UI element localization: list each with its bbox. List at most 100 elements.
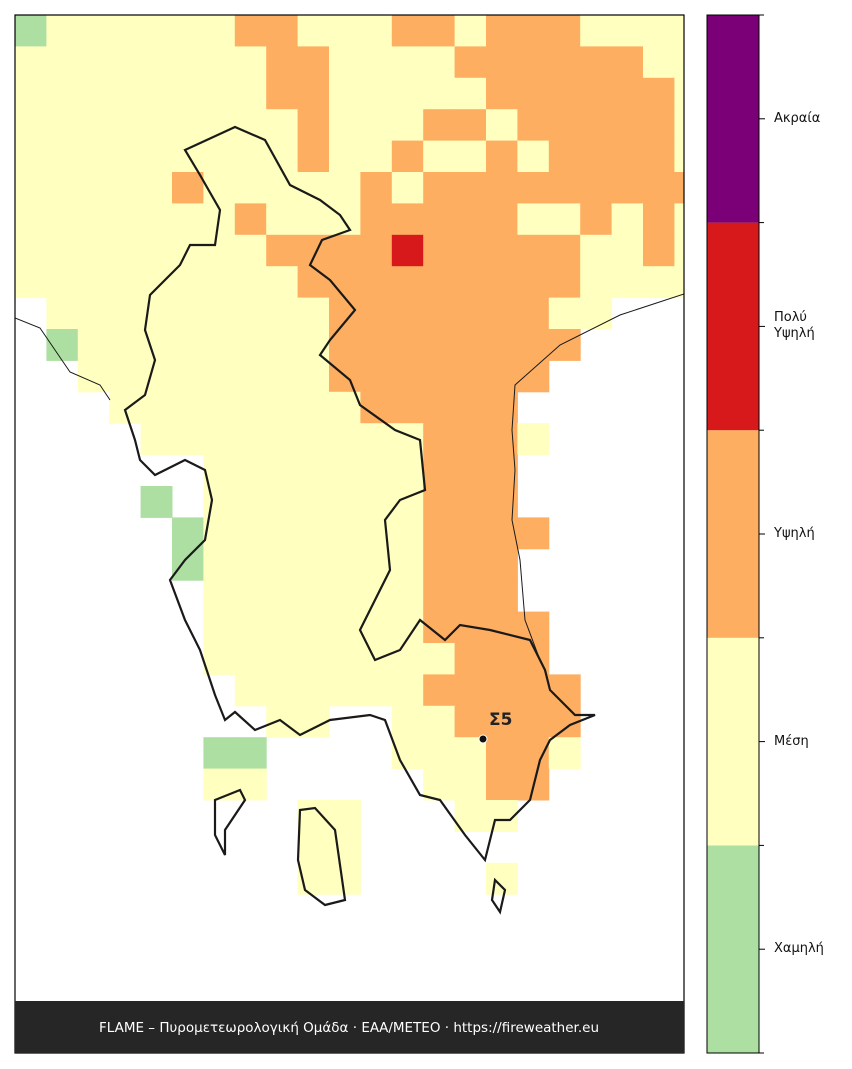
grid-cell (234, 360, 267, 393)
grid-cell (266, 423, 299, 456)
grid-cell (517, 266, 550, 299)
grid-cell (486, 15, 518, 47)
grid-cell (517, 140, 550, 173)
grid-cell (297, 140, 330, 173)
grid-cell (611, 266, 644, 299)
grid-cell (423, 46, 456, 79)
grid-cell (109, 266, 142, 299)
grid-cell (423, 109, 456, 142)
grid-cell (109, 360, 142, 393)
grid-cell (77, 140, 110, 173)
grid-cell (297, 172, 330, 204)
grid-cell (329, 109, 361, 142)
grid-cell (109, 140, 142, 173)
grid-cell (140, 486, 173, 518)
grid-cell (234, 140, 267, 173)
grid-cell (266, 329, 299, 361)
grid-cell (266, 391, 299, 424)
grid-cell (391, 548, 424, 581)
grid-cell (454, 705, 487, 738)
grid-cell (548, 329, 581, 361)
grid-cell (423, 77, 456, 110)
grid-cell (423, 486, 456, 518)
grid-cell (172, 203, 204, 236)
legend-label: Μέση (774, 733, 809, 749)
grid-cell (15, 203, 47, 236)
grid-cell (643, 172, 675, 204)
grid-cell (423, 548, 456, 581)
grid-cell (329, 172, 361, 204)
grid-cell (548, 15, 581, 47)
grid-cell (423, 674, 456, 707)
grid-cell (360, 360, 393, 393)
grid-cell (172, 266, 204, 299)
grid-cell (15, 77, 47, 110)
grid-cell (486, 266, 518, 299)
grid-cell (391, 172, 424, 204)
grid-cell (486, 297, 518, 330)
grid-cell (297, 77, 330, 110)
grid-cell (77, 360, 110, 393)
grid-cell (77, 15, 110, 47)
grid-cell (109, 15, 142, 47)
grid-cell (643, 140, 675, 173)
grid-cell (77, 109, 110, 142)
grid-cell (517, 329, 550, 361)
grid-cell (517, 517, 550, 550)
grid-cell (391, 203, 424, 236)
grid-cell (203, 109, 236, 142)
grid-cell (391, 46, 424, 79)
grid-cell (234, 266, 267, 299)
grid-cell (266, 46, 299, 79)
grid-cell (674, 266, 684, 299)
grid-cell (234, 674, 267, 707)
grid-cell (46, 15, 79, 47)
grid-cell (611, 109, 644, 142)
grid-cell (234, 391, 267, 424)
grid-cell (172, 391, 204, 424)
grid-cell (329, 580, 361, 613)
grid-cell (172, 329, 204, 361)
grid-cell (203, 46, 236, 79)
grid-cell (140, 203, 173, 236)
grid-cell (203, 611, 236, 644)
grid-cell (266, 486, 299, 518)
grid-cell (297, 15, 330, 47)
grid-cell (234, 234, 267, 267)
grid-cell (234, 548, 267, 581)
grid-cell (329, 46, 361, 79)
grid-cell (140, 109, 173, 142)
grid-cell (234, 423, 267, 456)
grid-cell (234, 737, 267, 770)
grid-cell (234, 172, 267, 204)
grid-cell (297, 46, 330, 79)
grid-cell (297, 391, 330, 424)
grid-cell (266, 611, 299, 644)
grid-cell (140, 391, 173, 424)
grid-cell (423, 329, 456, 361)
grid-cell (109, 329, 142, 361)
grid-cell (297, 611, 330, 644)
grid-cell (266, 203, 299, 236)
grid-cell (77, 234, 110, 267)
grid-cell (109, 109, 142, 142)
colorbar-segment (707, 222, 759, 431)
grid-cell (391, 360, 424, 393)
grid-cell (203, 768, 236, 801)
grid-cell (297, 831, 330, 864)
grid-cell (674, 234, 684, 267)
grid-cell (486, 768, 518, 801)
grid-cell (486, 548, 518, 581)
grid-cell (423, 172, 456, 204)
grid-cell (611, 203, 644, 236)
grid-cell (77, 77, 110, 110)
grid-cell (15, 140, 47, 173)
grid-cell (297, 800, 330, 832)
grid-cell (234, 768, 267, 801)
grid-cell (454, 77, 487, 110)
grid-cell (266, 140, 299, 173)
grid-cell (203, 391, 236, 424)
grid-cell (297, 517, 330, 550)
